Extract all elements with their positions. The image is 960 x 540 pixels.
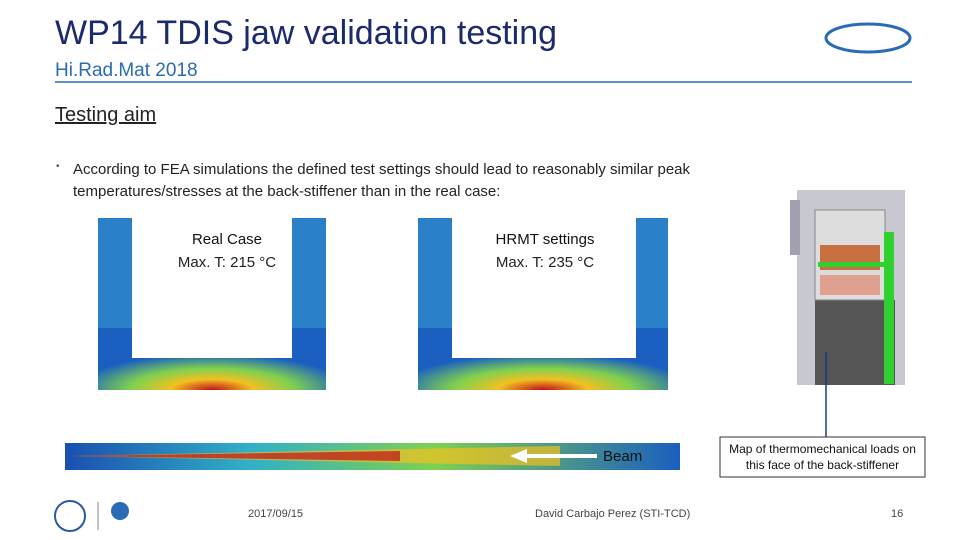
footer-date: 2017/09/15 bbox=[248, 508, 304, 520]
fea-right bbox=[418, 218, 668, 390]
title: WP14 TDIS jaw validation testing bbox=[55, 14, 558, 52]
bullet-dot: • bbox=[56, 161, 60, 172]
panel-label: Real Case bbox=[191, 231, 263, 248]
fea-left bbox=[98, 218, 326, 390]
beam-label: Beam bbox=[603, 448, 643, 465]
panel-label: HRMT settings bbox=[495, 231, 595, 248]
hilumi-logo bbox=[824, 22, 912, 54]
footer-page: 16 bbox=[891, 508, 904, 520]
section-heading: Testing aim bbox=[55, 104, 157, 126]
callout-box bbox=[719, 436, 926, 478]
en-logo bbox=[111, 502, 129, 520]
beam-bar bbox=[65, 443, 680, 470]
subtitle: Hi.Rad.Mat 2018 bbox=[55, 60, 198, 81]
cern-logo bbox=[54, 500, 86, 532]
bullet-text: According to FEA simulations the defined… bbox=[73, 161, 691, 200]
callout-text: Map of thermomechanical loads on this fa… bbox=[729, 442, 916, 472]
cad-image bbox=[790, 190, 905, 385]
panel-detail: Max. T: 235 °C bbox=[495, 254, 595, 271]
panel-detail: Max. T: 215 °C bbox=[177, 254, 277, 271]
footer-author: David Carbajo Perez (STI-TCD) bbox=[535, 508, 691, 520]
